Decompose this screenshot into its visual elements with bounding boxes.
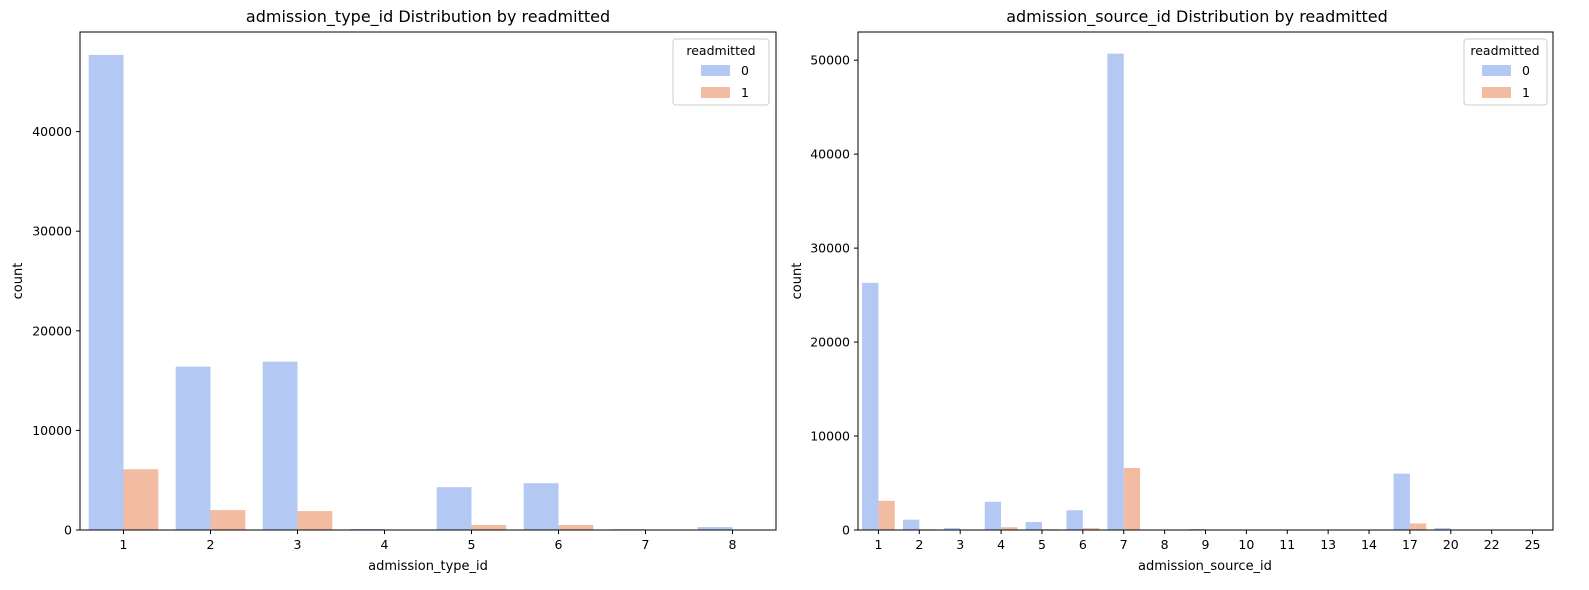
x-tick-label: 2 (207, 537, 215, 552)
legend-title: readmitted (686, 43, 755, 58)
bar-4-readmitted-1 (1001, 527, 1018, 530)
x-tick-label: 20 (1443, 537, 1459, 552)
bar-7-readmitted-1 (1123, 467, 1141, 530)
x-tick-label: 8 (729, 537, 737, 552)
bar-5-readmitted-0 (1025, 522, 1042, 530)
bar-20-readmitted-0 (1434, 528, 1451, 530)
y-tick-label: 50000 (810, 53, 850, 68)
legend-label-1: 1 (1522, 85, 1530, 100)
legend-swatch-0 (1482, 65, 1511, 76)
y-tick-label: 20000 (810, 335, 850, 350)
chart-right-title: admission_source_id Distribution by read… (1006, 7, 1388, 27)
chart-right: admission_source_id Distribution by read… (790, 7, 1554, 574)
chart-left-bars (88, 54, 768, 531)
y-tick-label: 10000 (810, 429, 850, 444)
x-tick-label: 4 (997, 537, 1005, 552)
chart-right-legend: readmitted 0 1 (1463, 38, 1548, 106)
y-tick-label: 20000 (32, 323, 72, 338)
y-tick-label: 30000 (810, 241, 850, 256)
legend-label-0: 0 (741, 63, 749, 78)
legend-swatch-1 (1482, 87, 1511, 98)
chart-left-x-ticks: 1 2 3 4 5 6 7 8 (120, 530, 737, 552)
bar-1-readmitted-0 (862, 282, 879, 530)
bar-6-readmitted-1 (558, 525, 594, 530)
bar-1-readmitted-1 (878, 500, 895, 530)
x-tick-label: 6 (1079, 537, 1087, 552)
chart-left-title: admission_type_id Distribution by readmi… (246, 7, 610, 27)
x-tick-label: 10 (1238, 537, 1254, 552)
bar-7-readmitted-0 (1107, 53, 1124, 530)
x-tick-label: 7 (642, 537, 650, 552)
x-tick-label: 4 (381, 537, 389, 552)
bar-17-readmitted-0 (1393, 473, 1410, 530)
x-tick-label: 8 (1161, 537, 1169, 552)
bar-6-readmitted-1 (1082, 528, 1100, 530)
legend-title: readmitted (1470, 43, 1539, 58)
chart-right-y-ticks: 0 10000 20000 30000 40000 50000 (810, 53, 858, 538)
legend-swatch-0 (701, 65, 730, 76)
bar-1-readmitted-1 (123, 469, 159, 530)
y-tick-label: 10000 (32, 423, 72, 438)
bar-6-readmitted-0 (523, 483, 559, 530)
chart-left-x-label: admission_type_id (368, 559, 488, 574)
bar-2-readmitted-0 (175, 366, 211, 530)
x-tick-label: 9 (1202, 537, 1210, 552)
legend-swatch-1 (701, 87, 730, 98)
bar-8-readmitted-0 (697, 527, 733, 530)
y-tick-label: 40000 (810, 147, 850, 162)
chart-left: admission_type_id Distribution by readmi… (11, 7, 777, 574)
chart-right-x-ticks: 1 2 3 4 5 6 7 8 9 10 11 13 14 17 20 22 25 (874, 530, 1541, 552)
bar-3-readmitted-1 (297, 511, 333, 530)
x-tick-label: 3 (294, 537, 302, 552)
chart-right-plot-frame (857, 31, 1554, 531)
chart-left-y-label: count (11, 263, 26, 300)
legend-label-0: 0 (1522, 63, 1530, 78)
bar-1-readmitted-0 (88, 54, 124, 531)
bar-4-readmitted-0 (984, 501, 1002, 530)
bar-17-readmitted-1 (1409, 523, 1427, 530)
bar-2-readmitted-1 (210, 510, 246, 530)
bar-3-readmitted-0 (262, 361, 298, 530)
bar-5-readmitted-1 (471, 525, 507, 530)
chart-right-x-label: admission_source_id (1138, 559, 1272, 574)
x-tick-label: 1 (874, 537, 882, 552)
chart-right-y-label: count (790, 263, 805, 300)
x-tick-label: 17 (1402, 537, 1418, 552)
chart-right-bars (862, 53, 1549, 530)
bar-3-readmitted-0 (943, 528, 961, 530)
x-tick-label: 7 (1120, 537, 1128, 552)
bar-6-readmitted-0 (1066, 510, 1083, 530)
chart-left-plot-frame (79, 31, 777, 531)
x-tick-label: 1 (120, 537, 128, 552)
chart-left-y-ticks: 0 10000 20000 30000 40000 (32, 124, 80, 538)
x-tick-label: 22 (1484, 537, 1500, 552)
x-tick-label: 11 (1279, 537, 1295, 552)
x-tick-label: 13 (1320, 537, 1336, 552)
x-tick-label: 25 (1525, 537, 1541, 552)
x-tick-label: 14 (1361, 537, 1377, 552)
x-tick-label: 5 (468, 537, 476, 552)
y-tick-label: 0 (842, 523, 850, 538)
bar-2-readmitted-0 (902, 519, 920, 530)
x-tick-label: 5 (1038, 537, 1046, 552)
chart-left-legend: readmitted 0 1 (672, 38, 770, 106)
legend-label-1: 1 (741, 85, 749, 100)
y-tick-label: 30000 (32, 224, 72, 239)
y-tick-label: 40000 (32, 124, 72, 139)
y-tick-label: 0 (64, 523, 72, 538)
bar-5-readmitted-0 (436, 487, 472, 530)
x-tick-label: 2 (915, 537, 923, 552)
x-tick-label: 3 (956, 537, 964, 552)
x-tick-label: 6 (555, 537, 563, 552)
